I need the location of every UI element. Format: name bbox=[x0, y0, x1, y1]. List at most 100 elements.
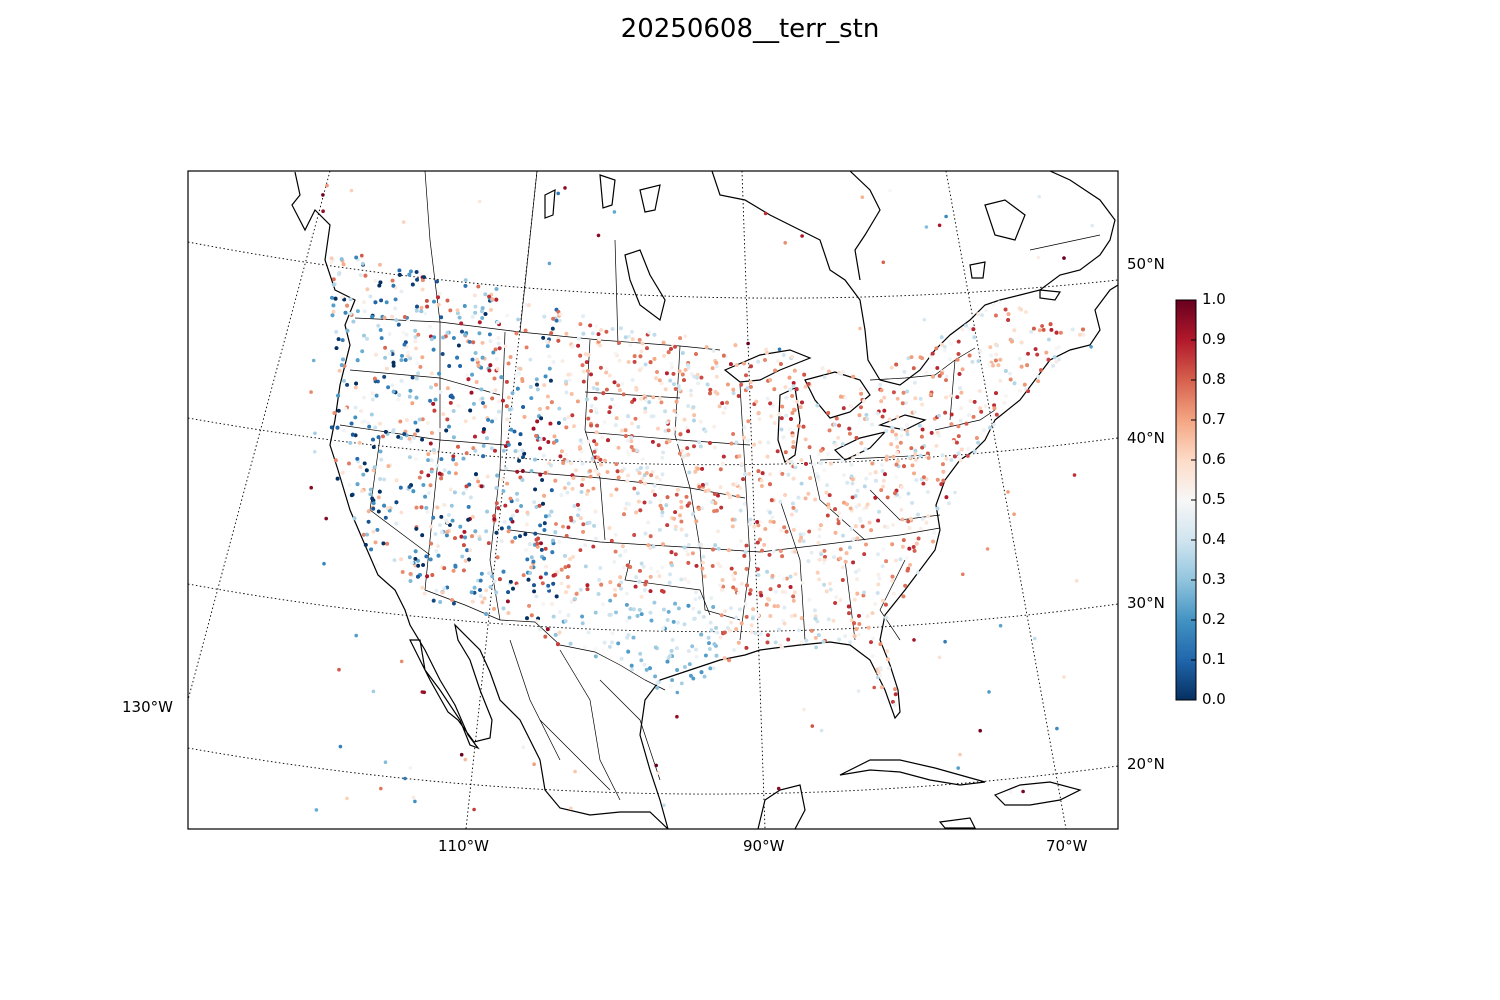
station-point bbox=[997, 300, 1002, 305]
station-point bbox=[407, 272, 412, 277]
station-point bbox=[416, 371, 420, 376]
station-point bbox=[437, 371, 441, 376]
station-point bbox=[458, 524, 463, 529]
station-point bbox=[768, 482, 772, 487]
station-point bbox=[793, 590, 797, 595]
station-point bbox=[819, 461, 823, 466]
station-point bbox=[712, 642, 717, 646]
station-point bbox=[387, 508, 392, 513]
station-point bbox=[1004, 394, 1008, 398]
station-point bbox=[563, 486, 567, 490]
station-point bbox=[899, 433, 904, 438]
station-point bbox=[448, 308, 453, 313]
station-point bbox=[994, 358, 998, 363]
station-point bbox=[683, 665, 687, 669]
station-point bbox=[1047, 337, 1051, 342]
station-point bbox=[944, 374, 949, 379]
station-point bbox=[689, 673, 693, 678]
station-point bbox=[864, 505, 869, 510]
station-point bbox=[639, 612, 644, 616]
station-point bbox=[533, 531, 538, 536]
station-point bbox=[419, 470, 424, 475]
station-point bbox=[892, 390, 896, 395]
station-point bbox=[1002, 401, 1007, 405]
station-point bbox=[899, 485, 904, 489]
station-point bbox=[648, 610, 653, 615]
station-point bbox=[826, 452, 830, 456]
station-point bbox=[883, 472, 887, 477]
station-point bbox=[833, 601, 837, 605]
station-point bbox=[745, 386, 750, 390]
station-point bbox=[756, 567, 760, 572]
station-point bbox=[959, 406, 964, 410]
station-point bbox=[590, 456, 595, 461]
station-point bbox=[544, 564, 548, 569]
station-point bbox=[402, 342, 407, 347]
station-point bbox=[930, 351, 935, 356]
station-point bbox=[566, 415, 571, 419]
station-point bbox=[435, 279, 439, 284]
station-point bbox=[676, 620, 680, 625]
station-point bbox=[783, 385, 788, 389]
station-point bbox=[651, 544, 656, 549]
station-point bbox=[608, 405, 613, 410]
station-point bbox=[628, 565, 633, 569]
station-point bbox=[721, 411, 726, 415]
station-point bbox=[882, 408, 887, 413]
station-point bbox=[956, 339, 961, 344]
station-point bbox=[415, 277, 419, 282]
map-area bbox=[188, 171, 1118, 829]
station-point bbox=[905, 568, 910, 573]
station-point bbox=[591, 386, 596, 390]
station-point bbox=[637, 338, 642, 342]
station-point bbox=[956, 352, 961, 356]
station-point bbox=[737, 454, 742, 459]
station-point bbox=[402, 432, 407, 436]
station-point bbox=[345, 328, 350, 333]
station-point bbox=[913, 452, 917, 457]
station-point bbox=[595, 381, 599, 386]
station-point bbox=[384, 430, 388, 434]
station-point bbox=[736, 591, 741, 595]
station-point bbox=[718, 485, 723, 490]
station-point bbox=[729, 620, 733, 625]
station-point bbox=[882, 395, 887, 400]
station-point bbox=[671, 372, 676, 376]
station-point bbox=[859, 441, 864, 446]
station-point bbox=[487, 368, 492, 373]
station-point bbox=[799, 535, 803, 540]
station-point bbox=[394, 521, 399, 526]
station-point bbox=[683, 577, 688, 581]
station-point bbox=[644, 667, 649, 672]
station-point bbox=[494, 501, 499, 506]
station-point bbox=[1036, 379, 1040, 384]
station-point bbox=[1035, 352, 1040, 357]
station-point bbox=[1012, 328, 1017, 333]
station-point bbox=[876, 518, 880, 523]
station-point bbox=[591, 544, 596, 549]
station-point bbox=[459, 534, 464, 539]
station-point bbox=[873, 470, 878, 475]
station-point bbox=[450, 598, 454, 602]
station-point bbox=[586, 352, 591, 357]
station-point bbox=[461, 491, 466, 496]
station-point bbox=[561, 461, 566, 465]
station-point bbox=[757, 417, 762, 421]
station-point bbox=[790, 433, 795, 438]
station-point bbox=[639, 397, 643, 401]
station-point bbox=[971, 415, 976, 419]
station-point bbox=[556, 336, 561, 340]
station-point bbox=[875, 667, 880, 672]
station-point bbox=[552, 440, 556, 445]
station-point bbox=[334, 346, 339, 350]
station-point bbox=[561, 524, 565, 529]
station-point bbox=[1026, 389, 1030, 393]
station-point bbox=[934, 444, 939, 448]
station-point bbox=[449, 393, 454, 398]
station-point bbox=[763, 358, 767, 362]
station-point bbox=[797, 539, 802, 543]
station-point bbox=[768, 614, 773, 618]
station-point bbox=[698, 444, 703, 449]
station-point bbox=[438, 390, 443, 394]
station-point bbox=[501, 569, 506, 574]
